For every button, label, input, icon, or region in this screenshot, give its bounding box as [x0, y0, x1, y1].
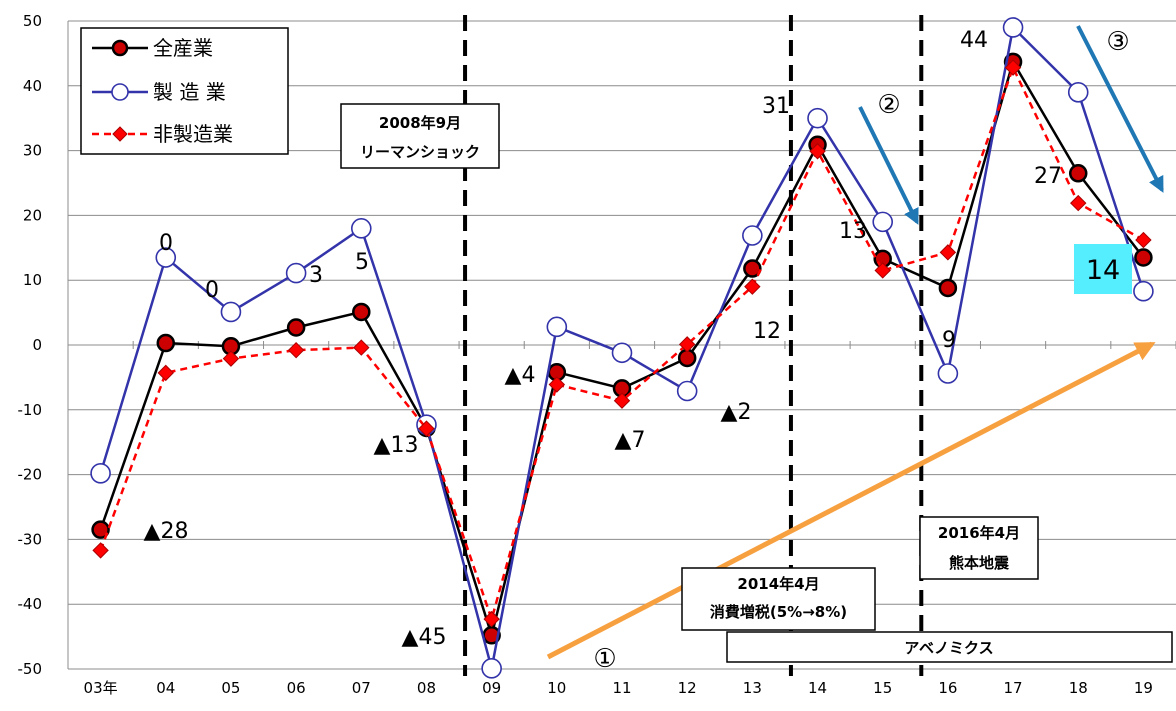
data-point — [158, 335, 174, 351]
data-point — [353, 304, 369, 320]
data-label: 44 — [960, 28, 988, 53]
data-point — [91, 464, 110, 483]
data-label: ▲28 — [144, 519, 189, 544]
data-point — [873, 212, 892, 231]
y-tick-label: 10 — [23, 271, 42, 289]
data-point — [1069, 83, 1088, 102]
data-point — [1134, 282, 1153, 301]
x-tick-label: 13 — [743, 679, 762, 697]
data-point — [354, 340, 369, 355]
data-point — [1004, 18, 1023, 37]
x-axis-ticks: 03年 04 05 06 07 08 09 10 11 12 13 14 15 16 17 18 19 — [84, 679, 1153, 697]
data-point — [158, 365, 173, 380]
event-name: 熊本地震 — [949, 554, 1010, 572]
data-label: 13 — [839, 219, 867, 244]
data-point — [613, 343, 632, 362]
annotation-number: ② — [877, 90, 900, 120]
annotation-number: ① — [593, 644, 616, 674]
x-tick-label: 15 — [873, 679, 892, 697]
x-tick-label: 03年 — [84, 679, 118, 697]
highlight-label: 14 — [1086, 255, 1120, 286]
data-point — [1071, 196, 1086, 211]
event-date: 2016年4月 — [938, 524, 1020, 542]
x-tick-label: 17 — [1004, 679, 1023, 697]
period-label: アベノミクス — [904, 639, 993, 657]
x-tick-label: 19 — [1134, 679, 1153, 697]
annotation-number: ③ — [1106, 27, 1129, 57]
y-tick-label: 20 — [23, 206, 42, 224]
x-tick-label: 18 — [1069, 679, 1088, 697]
data-point — [1070, 165, 1086, 181]
data-point — [940, 245, 955, 260]
y-tick-label: 0 — [32, 336, 42, 354]
data-point — [678, 382, 697, 401]
x-tick-label: 10 — [547, 679, 566, 697]
x-tick-label: 14 — [808, 679, 827, 697]
data-point — [1135, 250, 1151, 266]
data-point — [743, 226, 762, 245]
data-point — [547, 317, 566, 336]
data-label: 27 — [1034, 164, 1062, 189]
data-label: ▲45 — [402, 625, 447, 650]
legend-label: 製 造 業 — [153, 80, 226, 104]
data-point — [940, 280, 956, 296]
y-tick-label: -50 — [18, 660, 43, 678]
data-point — [938, 364, 957, 383]
data-point — [352, 219, 371, 238]
trend-arrow-2 — [860, 107, 917, 222]
data-label: 9 — [942, 328, 956, 353]
event-date: 2014年4月 — [737, 575, 819, 593]
y-tick-label: 30 — [23, 142, 42, 160]
y-tick-label: 50 — [23, 12, 42, 30]
data-label: ▲7 — [615, 428, 646, 453]
y-tick-label: -20 — [18, 466, 43, 484]
x-tick-label: 07 — [352, 679, 371, 697]
y-tick-label: -10 — [18, 401, 43, 419]
data-label: ▲2 — [721, 400, 752, 425]
x-tick-label: 12 — [678, 679, 697, 697]
data-label: 31 — [762, 94, 790, 119]
data-label: 3 — [309, 263, 323, 288]
y-tick-label: -30 — [18, 530, 43, 548]
legend: 全産業製 造 業非製造業 — [81, 28, 288, 154]
data-point — [221, 302, 240, 321]
data-point — [1136, 233, 1151, 248]
data-label: ▲13 — [374, 433, 419, 458]
legend-label: 非製造業 — [153, 122, 233, 146]
x-tick-label: 05 — [221, 679, 240, 697]
data-point — [287, 264, 306, 283]
legend-marker — [113, 41, 127, 55]
data-point — [482, 659, 501, 678]
x-tick-label: 04 — [156, 679, 175, 697]
x-tick-label: 08 — [417, 679, 436, 697]
legend-marker — [112, 84, 128, 100]
data-label: 5 — [355, 250, 369, 275]
event-name: リーマンショック — [360, 143, 480, 161]
data-point — [93, 543, 108, 558]
event-date: 2008年9月 — [379, 114, 461, 132]
data-label: 12 — [753, 319, 781, 344]
data-label: 0 — [205, 278, 219, 303]
x-tick-label: 11 — [612, 679, 631, 697]
y-tick-label: 40 — [23, 77, 42, 95]
data-point — [288, 320, 304, 336]
legend-label: 全産業 — [153, 36, 213, 60]
event-name: 消費増税(5%→8%) — [710, 603, 847, 621]
data-label: 0 — [159, 231, 173, 256]
y-axis-ticks: 50 40 30 20 10 0 -10 -20 -30 -40 -50 — [18, 12, 43, 678]
data-point — [808, 109, 827, 128]
x-tick-label: 16 — [938, 679, 957, 697]
x-tick-label: 09 — [482, 679, 501, 697]
x-tick-label: 06 — [287, 679, 306, 697]
data-label: ▲4 — [505, 363, 536, 388]
y-tick-label: -40 — [18, 595, 43, 613]
